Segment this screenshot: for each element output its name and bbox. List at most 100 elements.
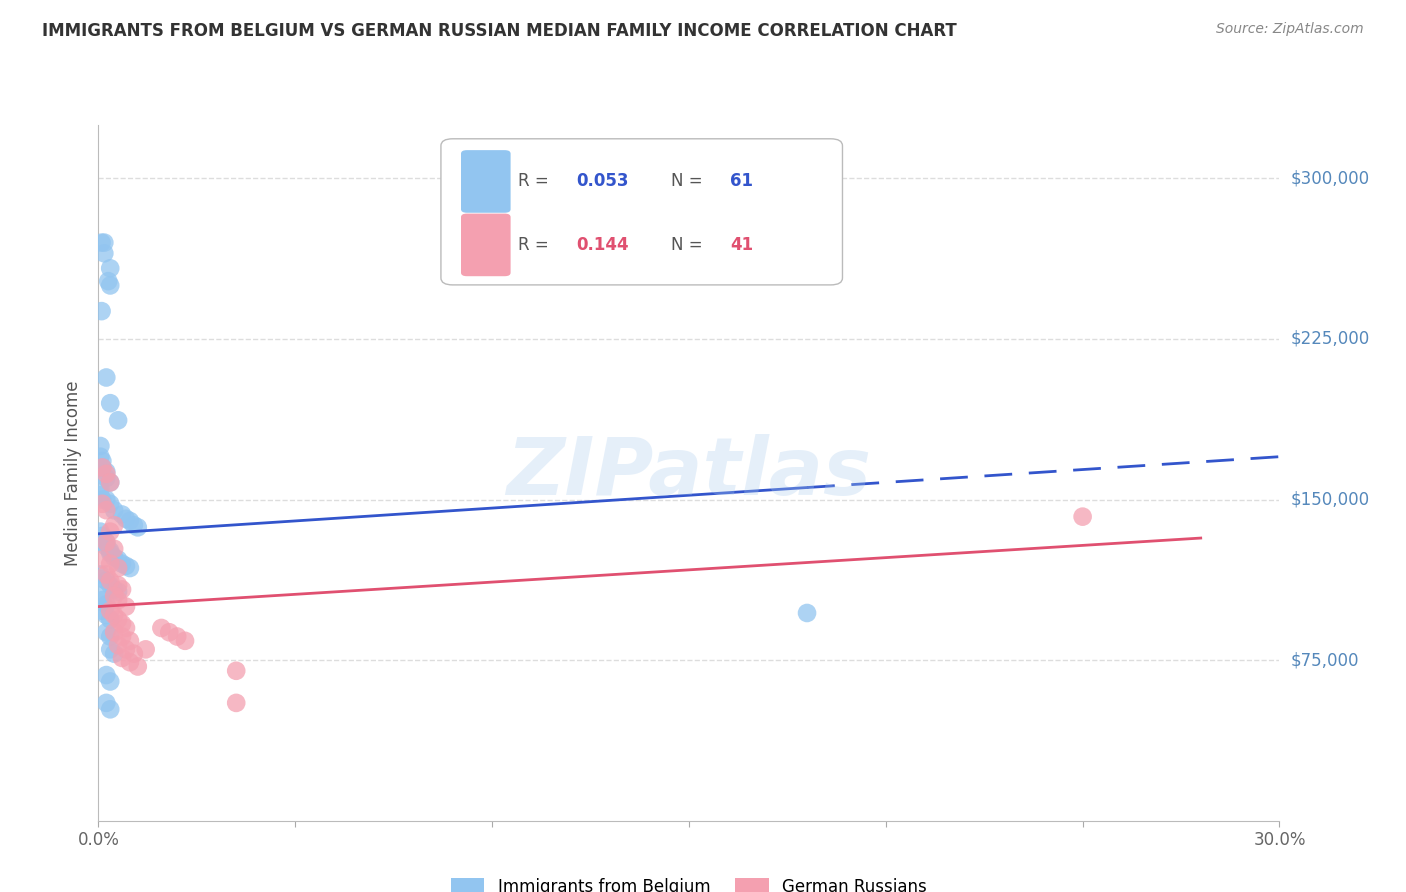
Point [91, 492, 114, 507]
Point [93, 235, 115, 250]
Point [118, 655, 141, 669]
Point [98, 261, 121, 276]
Text: N =: N = [671, 235, 709, 254]
Point [115, 599, 138, 614]
Point [111, 557, 134, 571]
Text: 41: 41 [730, 235, 754, 254]
Legend: Immigrants from Belgium, German Russians: Immigrants from Belgium, German Russians [444, 871, 934, 892]
Point [150, 621, 173, 635]
Point [118, 633, 141, 648]
Point [115, 642, 138, 657]
Point [115, 621, 138, 635]
Point [103, 647, 125, 661]
Point [107, 561, 129, 575]
Point [96, 598, 118, 612]
Point [111, 630, 134, 644]
Point [107, 612, 129, 626]
Point [127, 520, 149, 534]
Point [91, 535, 114, 549]
Point [122, 518, 145, 533]
Text: $300,000: $300,000 [1291, 169, 1369, 187]
Point [96, 608, 118, 623]
Point [111, 582, 134, 597]
Point [91, 529, 114, 543]
Text: $75,000: $75,000 [1291, 651, 1360, 669]
Point [96, 465, 118, 479]
Point [89, 450, 111, 464]
Point [103, 625, 125, 640]
Point [90, 235, 112, 250]
Text: 0.053: 0.053 [576, 172, 630, 191]
Text: Source: ZipAtlas.com: Source: ZipAtlas.com [1216, 22, 1364, 37]
Point [103, 541, 125, 556]
Point [98, 578, 121, 592]
Point [98, 557, 121, 571]
FancyBboxPatch shape [461, 150, 510, 213]
Point [96, 471, 118, 485]
Text: $150,000: $150,000 [1291, 491, 1369, 508]
FancyBboxPatch shape [441, 139, 842, 285]
Point [103, 608, 125, 623]
Point [96, 696, 118, 710]
Point [89, 524, 111, 539]
Point [111, 616, 134, 631]
Point [98, 396, 121, 410]
Point [96, 503, 118, 517]
Point [96, 625, 118, 640]
Point [135, 642, 157, 657]
Point [96, 574, 118, 588]
Text: 0.144: 0.144 [576, 235, 630, 254]
Point [89, 567, 111, 582]
Point [103, 518, 125, 533]
Point [91, 460, 114, 475]
Text: $225,000: $225,000 [1291, 330, 1369, 348]
Point [96, 535, 118, 549]
Text: R =: R = [517, 172, 554, 191]
Text: N =: N = [671, 172, 709, 191]
Point [91, 593, 114, 607]
FancyBboxPatch shape [461, 213, 510, 277]
Point [91, 454, 114, 468]
Point [97, 274, 120, 288]
Point [98, 604, 121, 618]
Point [111, 508, 134, 522]
Point [107, 578, 129, 592]
Point [96, 540, 118, 554]
Point [98, 497, 121, 511]
Point [1071, 509, 1094, 524]
Point [98, 546, 121, 560]
Point [98, 642, 121, 657]
Point [89, 589, 111, 603]
Point [111, 651, 134, 665]
Point [98, 544, 121, 558]
Point [118, 561, 141, 575]
Point [174, 633, 197, 648]
Point [98, 524, 121, 539]
Point [103, 582, 125, 597]
Point [96, 668, 118, 682]
Point [118, 514, 141, 528]
Point [96, 467, 118, 481]
Point [103, 589, 125, 603]
Y-axis label: Median Family Income: Median Family Income [65, 380, 83, 566]
Point [93, 246, 115, 260]
Point [91, 552, 114, 566]
Point [225, 696, 247, 710]
Point [98, 475, 121, 490]
Point [96, 535, 118, 549]
Point [115, 512, 138, 526]
Text: 61: 61 [730, 172, 754, 191]
Point [98, 630, 121, 644]
Point [90, 304, 112, 318]
Point [107, 593, 129, 607]
Text: IMMIGRANTS FROM BELGIUM VS GERMAN RUSSIAN MEDIAN FAMILY INCOME CORRELATION CHART: IMMIGRANTS FROM BELGIUM VS GERMAN RUSSIA… [42, 22, 957, 40]
Point [127, 659, 149, 673]
Text: R =: R = [517, 235, 554, 254]
Point [122, 647, 145, 661]
Point [107, 638, 129, 652]
Point [107, 413, 129, 427]
Point [89, 482, 111, 496]
Point [91, 460, 114, 475]
Point [98, 278, 121, 293]
Point [96, 370, 118, 384]
